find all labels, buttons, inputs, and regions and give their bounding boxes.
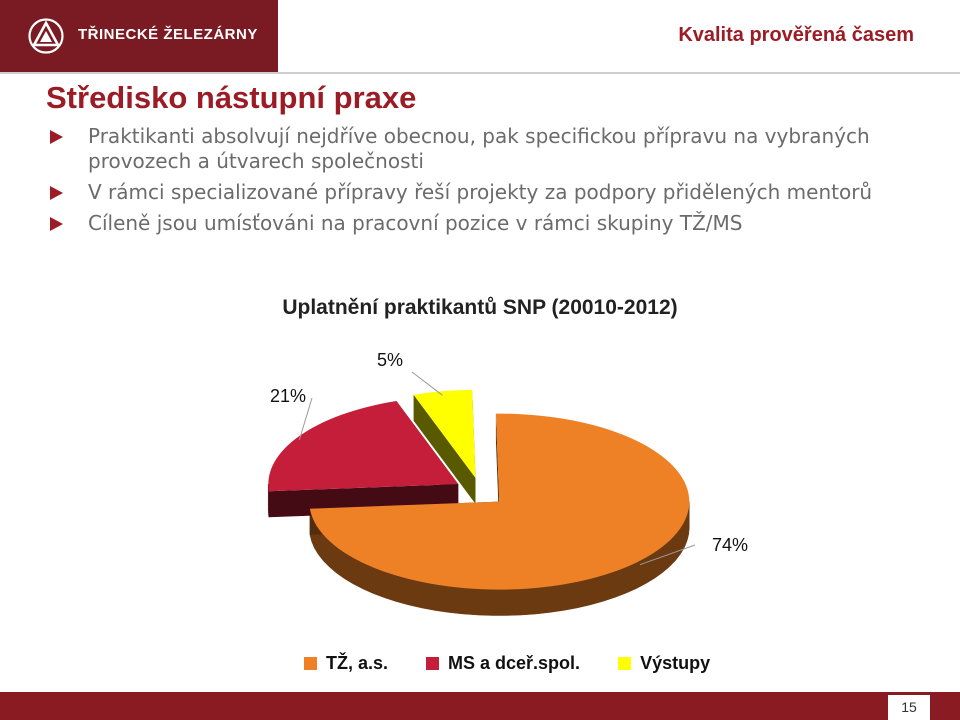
- company-logo: TŘINECKÉ ŽELEZÁRNY: [0, 0, 278, 72]
- bullet-item: Praktikanti absolvují nejdříve obecnou, …: [50, 124, 930, 174]
- pie-slice-cut: [413, 394, 476, 504]
- data-label: 5%: [377, 350, 403, 370]
- bullet-text: Praktikanti absolvují nejdříve obecnou, …: [88, 124, 870, 173]
- bullet-list: Praktikanti absolvují nejdříve obecnou, …: [50, 124, 930, 242]
- data-label-leader: [639, 544, 696, 566]
- company-name: TŘINECKÉ ŽELEZÁRNY: [78, 26, 258, 43]
- trz-emblem-icon: [28, 18, 64, 54]
- slogan: Kvalita prověřená časem: [678, 24, 914, 46]
- legend-label: Výstupy: [640, 653, 711, 673]
- bullet-item: Cíleně jsou umísťováni na pracovní pozic…: [50, 211, 930, 236]
- legend-item: MS a dceř.spol.: [426, 653, 580, 674]
- data-label-leader: [411, 371, 443, 396]
- legend-swatch: [618, 657, 632, 670]
- legend-swatch: [304, 657, 317, 670]
- pie-slice: [309, 413, 690, 590]
- legend-label: TŽ, a.s.: [326, 653, 389, 673]
- data-label-leader: [298, 397, 313, 441]
- pie-slice-cut: [495, 413, 500, 528]
- pie-slice: [268, 401, 459, 492]
- pie-slice-side: [267, 484, 270, 518]
- bullet-text: Cíleně jsou umísťováni na pracovní pozic…: [88, 211, 743, 235]
- legend-swatch: [426, 657, 440, 670]
- chart-legend: TŽ, a.s. MS a dceř.spol. Výstupy: [304, 653, 748, 674]
- slogan-area: Kvalita prověřená časem: [282, 0, 960, 72]
- chart-title: Uplatnění praktikantů SNP (20010-2012): [282, 296, 678, 319]
- bullet-item: V rámci specializované přípravy řeší pro…: [50, 180, 930, 205]
- legend-label: MS a dceř.spol.: [448, 653, 581, 673]
- legend-item: Výstupy: [618, 653, 710, 674]
- pie-slice: [413, 389, 476, 478]
- bullet-arrow-icon: [50, 217, 63, 231]
- legend-item: TŽ, a.s.: [304, 653, 388, 674]
- header-divider: [0, 72, 960, 74]
- bullet-arrow-icon: [50, 130, 63, 144]
- page-number: 15: [888, 695, 930, 720]
- data-label: 21%: [270, 386, 306, 406]
- data-label: 74%: [712, 535, 748, 555]
- bullet-arrow-icon: [50, 186, 63, 200]
- footer-bar: [0, 692, 960, 720]
- header: TŘINECKÉ ŽELEZÁRNY Kvalita prověřená čas…: [0, 0, 960, 72]
- bullet-text: V rámci specializované přípravy řeší pro…: [88, 180, 873, 204]
- slide-title: Středisko nástupní praxe: [46, 80, 417, 115]
